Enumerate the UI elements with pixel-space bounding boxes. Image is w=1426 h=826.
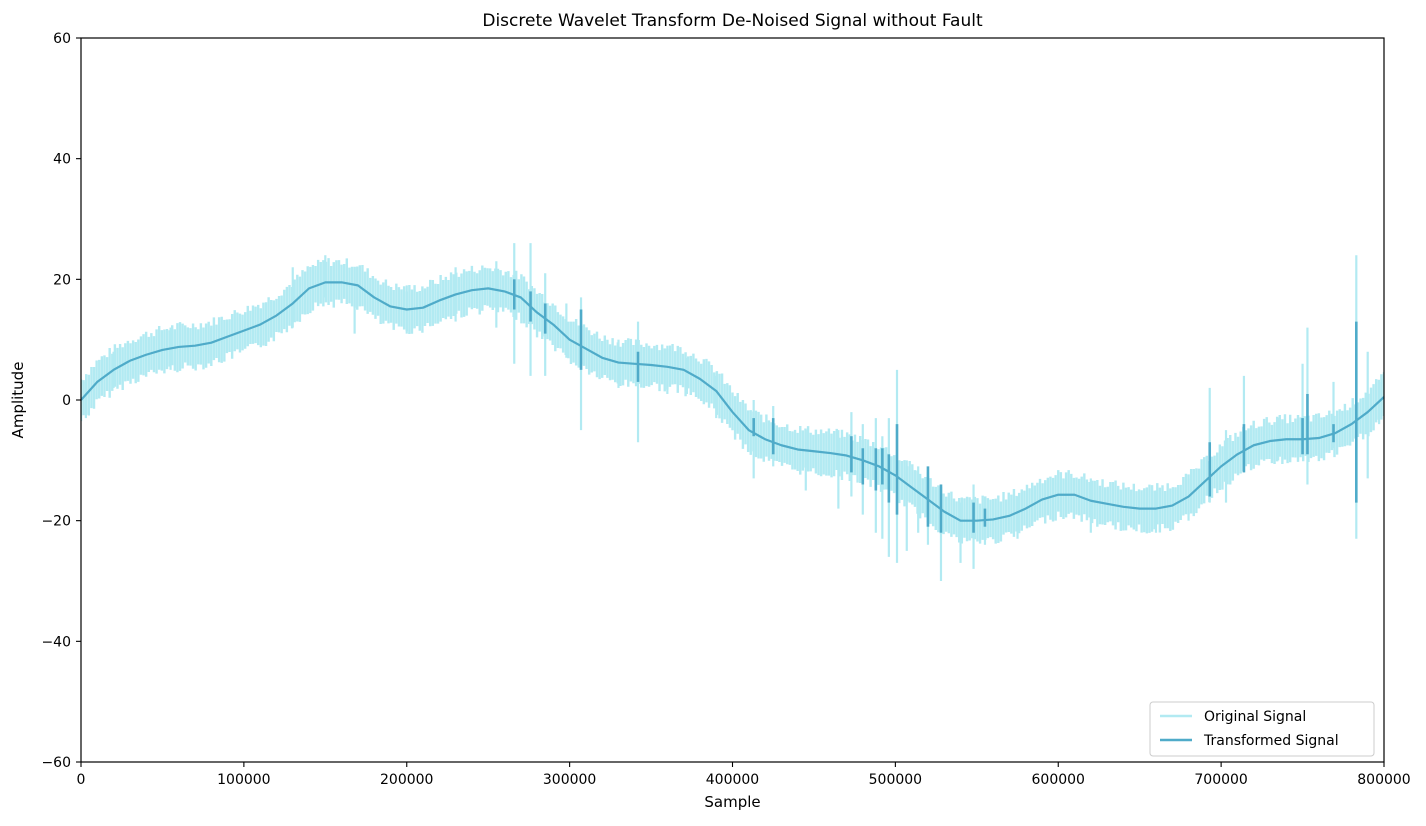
x-tick-label: 400000 <box>706 772 759 788</box>
x-tick-label: 800000 <box>1357 772 1410 788</box>
x-tick-label: 0 <box>77 772 86 788</box>
legend-box <box>1149 701 1375 757</box>
legend-label: Original Signal <box>1204 709 1306 725</box>
x-tick-label: 700000 <box>1194 772 1247 788</box>
y-tick-label: 40 <box>53 152 71 168</box>
x-tick-label: 300000 <box>543 772 596 788</box>
y-tick-label: 0 <box>62 393 71 409</box>
chart-title: Discrete Wavelet Transform De-Noised Sig… <box>482 11 983 31</box>
axes: 0 100000 200000 300000 400000 500000 600000 700… <box>41 31 1410 788</box>
x-tick-label: 100000 <box>217 772 270 788</box>
legend: Original Signal Transformed Signal <box>1149 701 1375 757</box>
x-tick-label: 500000 <box>869 772 922 788</box>
y-axis-label: Amplitude <box>9 362 27 439</box>
x-axis-label: Sample <box>704 793 760 811</box>
x-tick-label: 600000 <box>1032 772 1085 788</box>
y-tick-label: −40 <box>41 634 71 650</box>
y-tick-label: 60 <box>53 31 71 47</box>
transformed-signal-line <box>81 281 1384 522</box>
legend-label: Transformed Signal <box>1203 733 1339 749</box>
y-tick-label: −60 <box>41 755 71 771</box>
y-tick-label: −20 <box>41 514 71 530</box>
plot-area <box>81 243 1384 581</box>
y-tick-label: 20 <box>53 272 71 288</box>
x-tick-label: 200000 <box>380 772 433 788</box>
